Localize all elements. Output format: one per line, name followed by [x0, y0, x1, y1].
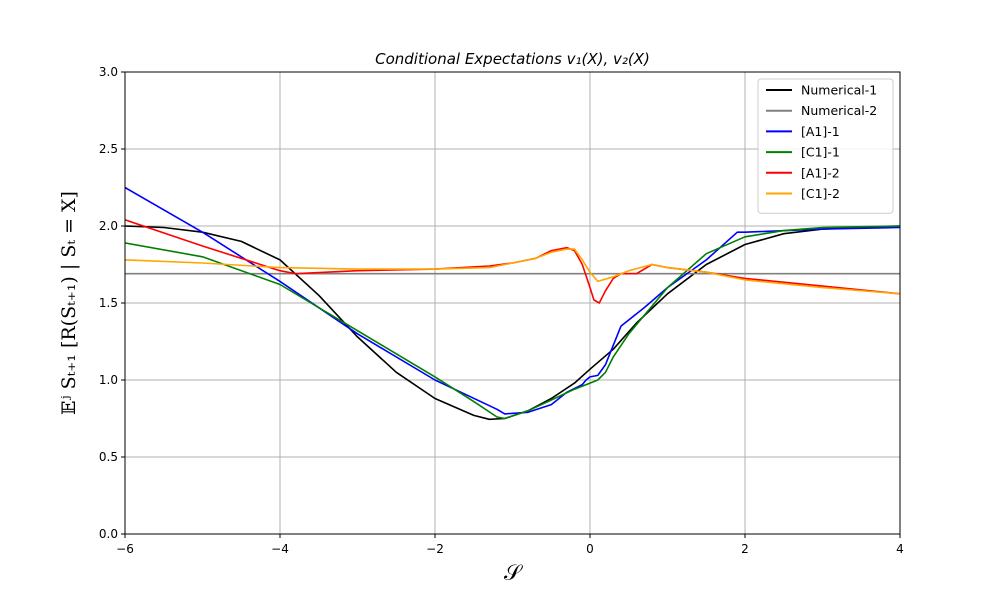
- x-tick-label: −4: [271, 542, 289, 556]
- legend-entry-label: [C1]-1: [801, 145, 840, 160]
- y-tick-label: 0.5: [99, 450, 118, 464]
- y-tick-label: 2.5: [99, 142, 118, 156]
- y-tick-label: 1.5: [99, 296, 118, 310]
- legend-entry-label: [C1]-2: [801, 186, 840, 201]
- legend-entry-label: [A1]-1: [801, 124, 840, 139]
- series-line-a1-2: [124, 219, 901, 304]
- x-tick-label: 2: [741, 542, 749, 556]
- y-axis: 0.0 0.5 1.0 1.5 2.0 2.5 3.0: [99, 65, 125, 541]
- legend-box: [757, 78, 894, 214]
- y-tick-label: 0.0: [99, 527, 118, 541]
- legend: Numerical-1 Numerical-2 [A1]-1 [C1]-1 [A1]-2…: [757, 78, 894, 214]
- y-tick-label: 3.0: [99, 65, 118, 79]
- y-axis-label: 𝔼ʲ Sₜ₊₁ [R(Sₜ₊₁) | Sₜ = X]: [58, 191, 80, 415]
- series-line-numerical-1: [124, 225, 901, 421]
- series-line-a1-1: [124, 186, 901, 415]
- y-tick-label: 2.0: [99, 219, 118, 233]
- chart-title: Conditional Expectations v₁(X), v₂(X): [375, 50, 650, 68]
- x-tick-label: 0: [586, 542, 594, 556]
- series-line-c1-2: [124, 248, 901, 295]
- legend-entry-label: Numerical-1: [801, 83, 877, 98]
- x-tick-label: −2: [426, 542, 444, 556]
- y-tick-label: 1.0: [99, 373, 118, 387]
- x-tick-label: 4: [896, 542, 904, 556]
- series-lines: [124, 186, 901, 421]
- legend-entry-label: Numerical-2: [801, 103, 877, 118]
- x-axis: −6 −4 −2 0 2 4: [116, 534, 904, 556]
- legend-entry-label: [A1]-2: [801, 165, 840, 180]
- x-axis-label: 𝒮: [504, 561, 523, 586]
- series-line-c1-1: [124, 225, 901, 420]
- x-tick-label: −6: [116, 542, 134, 556]
